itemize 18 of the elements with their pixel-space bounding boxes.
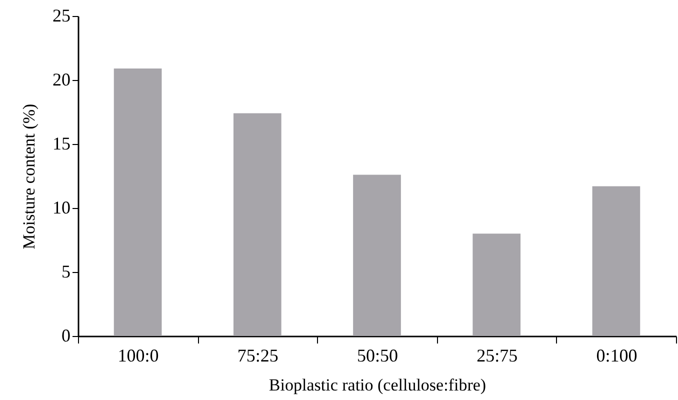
y-tick-label: 15 bbox=[52, 134, 70, 154]
x-axis-title: Bioplastic ratio (cellulose:fibre) bbox=[268, 376, 486, 394]
x-tick-label: 25:75 bbox=[476, 346, 518, 366]
bar bbox=[472, 234, 521, 336]
bar bbox=[353, 174, 401, 336]
bar bbox=[233, 113, 282, 336]
x-tick-label: 50:50 bbox=[356, 346, 398, 366]
x-tick-label: 100:0 bbox=[118, 346, 159, 366]
x-tick-label: 75:25 bbox=[237, 346, 278, 366]
y-tick-label: 10 bbox=[52, 198, 70, 218]
y-tick-label: 5 bbox=[62, 262, 70, 282]
bar bbox=[592, 186, 640, 336]
bar bbox=[114, 68, 162, 336]
y-tick-label: 0 bbox=[62, 326, 70, 346]
y-tick-label: 20 bbox=[52, 70, 70, 90]
x-tick-label: 0:100 bbox=[596, 346, 638, 366]
y-tick-label: 25 bbox=[52, 6, 70, 26]
y-axis-title: Moisture content (%) bbox=[20, 104, 38, 250]
